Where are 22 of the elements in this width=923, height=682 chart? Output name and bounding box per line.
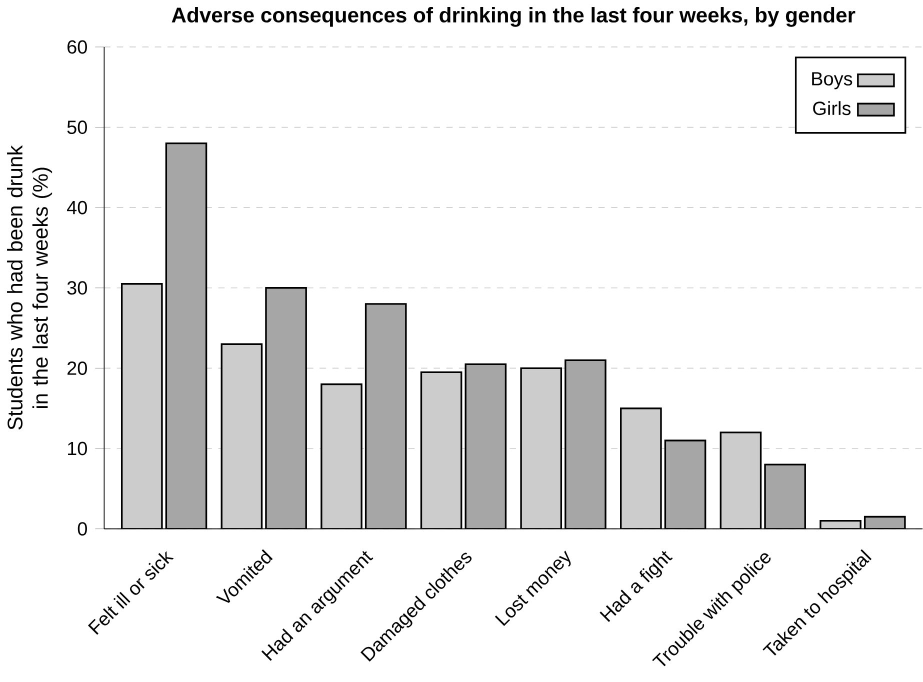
y-tick-label: 20	[68, 361, 87, 375]
bar	[320, 383, 362, 529]
bar	[165, 142, 208, 529]
bar	[620, 407, 662, 529]
bar	[720, 431, 762, 529]
y-tick-label: 40	[66, 200, 87, 214]
legend-label: Boys	[812, 72, 852, 90]
y-tick-label: 50	[67, 120, 87, 134]
y-tick-label: 30	[67, 280, 87, 294]
chart-title: Adverse consequences of drinking in the last four weeks, by gender	[172, 6, 856, 27]
bar	[764, 464, 806, 529]
bar	[664, 439, 706, 529]
x-tick-label: Felt ill or sick	[88, 550, 174, 634]
y-tick-label: 10	[68, 442, 87, 456]
y-tick-label: 60	[68, 40, 87, 54]
y-tick-label: 0	[78, 522, 87, 536]
bar	[265, 286, 307, 529]
legend-label: Girls	[813, 100, 851, 115]
y-axis-title: Students who had been drunk in the last four weeks (%)	[7, 145, 52, 430]
bar	[464, 363, 507, 529]
bar	[564, 359, 606, 529]
bar	[364, 302, 407, 529]
